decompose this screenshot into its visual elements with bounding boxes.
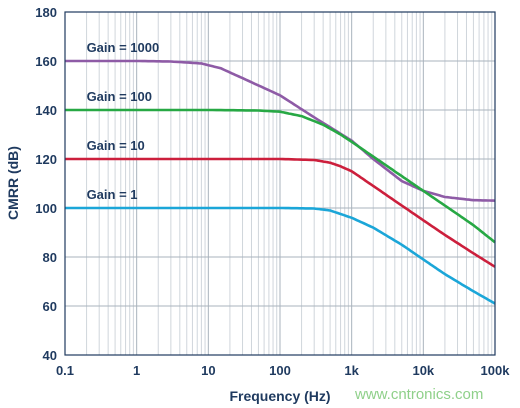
x-tick-label: 1k (344, 363, 359, 378)
x-tick-labels: 0.1 1 10 100 1k 10k 100k (56, 363, 510, 378)
y-tick-label: 160 (35, 54, 57, 69)
y-tick-label: 60 (43, 299, 57, 314)
y-tick-label: 120 (35, 152, 57, 167)
x-tick-label: 10 (201, 363, 215, 378)
y-axis-title: CMRR (dB) (5, 146, 21, 220)
plot-frame (64, 11, 496, 356)
series-label-2: Gain = 10 (87, 138, 145, 153)
series-line-1 (65, 108, 496, 244)
x-tick-label: 1 (133, 363, 140, 378)
y-tick-label: 140 (35, 103, 57, 118)
series-line-3 (65, 206, 496, 305)
series-line-0 (65, 59, 496, 202)
series-label-1: Gain = 100 (87, 89, 152, 104)
x-tick-label: 100 (269, 363, 291, 378)
x-tick-label: 10k (412, 363, 434, 378)
x-axis-title: Frequency (Hz) (229, 388, 330, 404)
y-tick-label: 180 (35, 5, 57, 20)
series-line-2 (65, 157, 496, 268)
x-tick-label: 100k (481, 363, 511, 378)
series-label-0: Gain = 1000 (87, 40, 160, 55)
y-tick-label: 100 (35, 201, 57, 216)
y-tick-labels: 40 60 80 100 120 140 160 180 (35, 5, 57, 363)
series-labels: Gain = 1000 Gain = 100 Gain = 10 Gain = 1 (87, 40, 160, 202)
series-lines (65, 59, 496, 305)
watermark-text: www.cntronics.com (354, 386, 483, 403)
y-tick-label: 40 (43, 348, 57, 363)
y-tick-label: 80 (43, 250, 57, 265)
series-label-3: Gain = 1 (87, 187, 138, 202)
x-tick-label: 0.1 (56, 363, 74, 378)
